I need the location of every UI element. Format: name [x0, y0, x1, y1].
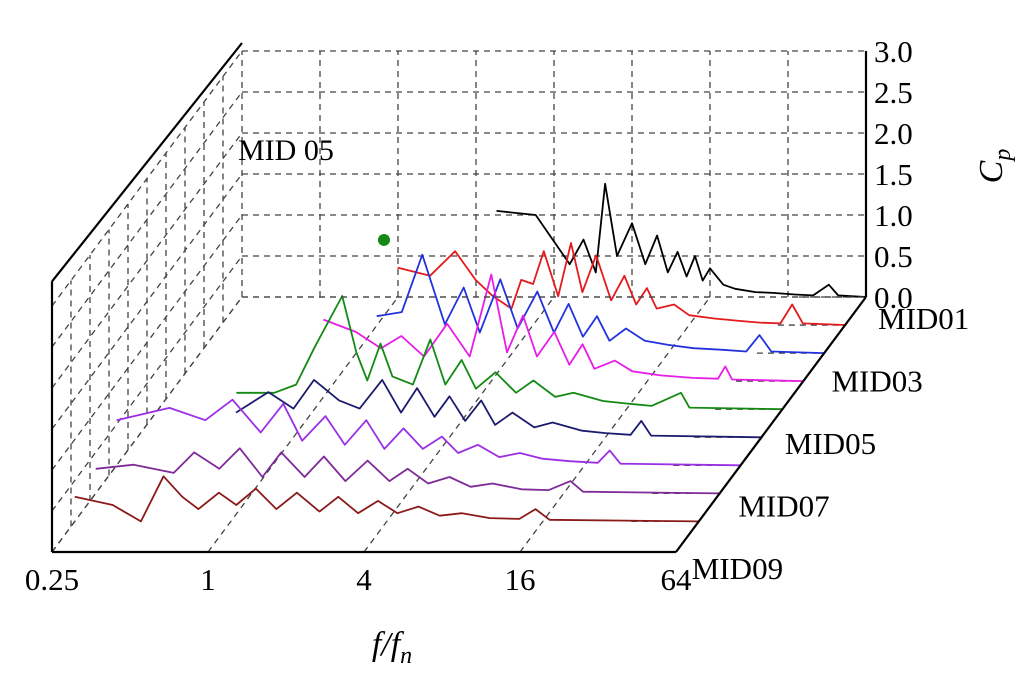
annotation-label: MID 05: [238, 134, 334, 167]
z-axis-label: Cp: [973, 149, 1016, 184]
x-axis-label-sub: n: [400, 643, 412, 669]
side-grid-diagonal: [51, 255, 243, 512]
z-tick-label: 3.0: [874, 34, 913, 69]
x-tick-label: 0.25: [25, 562, 79, 597]
x-tick-label: 64: [661, 562, 693, 597]
back-wall-grid: [241, 50, 867, 298]
series-line: [376, 253, 825, 354]
series-axis-label: MID03: [831, 363, 922, 398]
z-tick-label: 1.5: [874, 157, 913, 192]
series-line: [235, 378, 762, 439]
tick-labels: 0.25 1 4 16 64 0.0 0.5 1.0 1.5 2.0 2.5 3.0 MID01 MID0…: [25, 34, 969, 597]
svg-text:Cp: Cp: [973, 149, 1016, 184]
side-grid-diagonal: [51, 50, 243, 307]
series-axis-label: MID05: [785, 426, 876, 461]
z-axis-label-sub: p: [990, 149, 1016, 163]
z-tick-label: 1.0: [874, 198, 913, 233]
side-grid-diagonal: [51, 91, 243, 348]
side-wall-grid: [51, 50, 243, 553]
top-left-edge-line: [51, 42, 243, 283]
x-axis-label-main: f/f: [372, 626, 405, 663]
right-depth-edge: [675, 296, 867, 553]
series-line: [323, 273, 804, 382]
x-tick-label: 16: [505, 562, 536, 597]
annotation-marker: [377, 233, 390, 246]
front-frame: [50, 42, 868, 554]
floor-guide: [519, 296, 711, 553]
series-line: [116, 398, 741, 467]
x-axis-label: f/fn: [372, 626, 412, 669]
series-axis-label: MID07: [738, 488, 829, 523]
z-tick-label: 2.0: [874, 116, 913, 151]
z-tick-label: 0.0: [874, 280, 913, 315]
series-line: [236, 295, 783, 411]
series-lines: [74, 182, 867, 523]
z-tick-label: 2.5: [874, 75, 913, 110]
z-axis-label-main: C: [973, 160, 1010, 183]
series-axis-label: MID09: [692, 551, 783, 586]
x-tick-label: 4: [356, 562, 372, 597]
series-line: [496, 182, 867, 298]
floor-guide: [363, 296, 555, 553]
z-tick-label: 0.5: [874, 239, 913, 274]
side-grid-diagonal: [51, 132, 243, 389]
series-line: [74, 475, 699, 523]
series-axis-label: MID01: [878, 301, 969, 336]
x-tick-label: 1: [200, 562, 216, 597]
series-line: [397, 242, 846, 326]
floor-guide: [51, 296, 243, 553]
series-line: [95, 447, 720, 495]
